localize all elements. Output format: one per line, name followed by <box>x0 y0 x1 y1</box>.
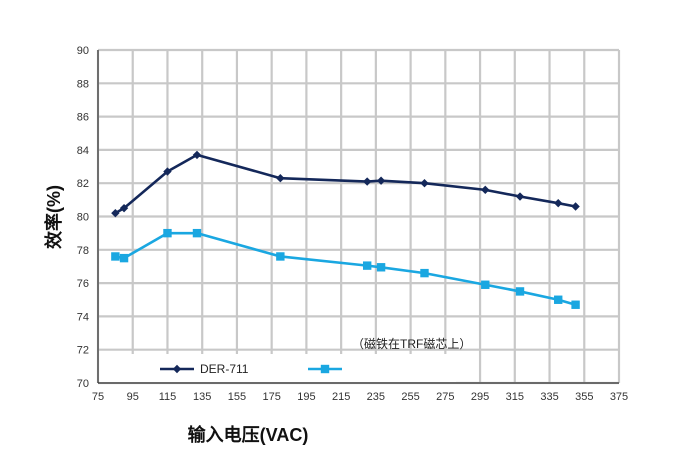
series-line <box>115 231 576 306</box>
data-point <box>192 228 202 238</box>
data-point <box>376 176 386 185</box>
data-point <box>119 203 129 213</box>
chart-annotation: （磁铁在TRF磁芯上） <box>352 336 471 351</box>
data-point <box>111 208 120 218</box>
y-tick-label: 84 <box>77 145 89 157</box>
y-tick-label: 82 <box>77 178 89 190</box>
y-tick-label: 78 <box>77 245 89 257</box>
data-point <box>362 177 372 186</box>
x-tick-label: 155 <box>228 391 246 403</box>
x-tick-label: 295 <box>471 391 489 403</box>
data-point <box>276 252 285 261</box>
x-tick-label: 175 <box>262 391 280 403</box>
legend-box <box>100 354 456 382</box>
y-tick-label: 86 <box>77 112 89 124</box>
y-axis-label: 效率(%) <box>43 185 64 249</box>
legend-swatch-marker <box>320 364 330 374</box>
data-point <box>571 202 580 211</box>
data-point <box>192 150 202 160</box>
data-point <box>420 179 429 188</box>
data-point <box>554 198 563 208</box>
data-point <box>481 280 490 289</box>
data-point <box>554 295 563 304</box>
x-tick-label: 255 <box>401 391 419 403</box>
series-group <box>111 150 580 309</box>
x-tick-label: 355 <box>575 391 593 403</box>
legend-swatch-marker <box>172 364 182 374</box>
data-point <box>481 185 490 195</box>
data-point <box>111 252 120 261</box>
data-point <box>163 228 172 238</box>
data-point <box>163 167 172 176</box>
y-tick-label: 80 <box>77 212 89 224</box>
x-tick-label: 315 <box>506 391 524 403</box>
data-point <box>276 174 285 183</box>
data-point <box>119 253 129 263</box>
series-1 <box>111 150 580 218</box>
legend: DER-711 <box>100 354 456 382</box>
x-tick-label: 335 <box>540 391 558 403</box>
x-tick-label: 275 <box>436 391 454 403</box>
axis-ticks: 75 95 115 135 155 175 195 215 235 255 275 295 315 335… <box>77 45 628 403</box>
x-tick-label: 215 <box>332 391 350 403</box>
grid <box>96 48 621 385</box>
y-tick-label: 74 <box>77 311 89 323</box>
x-axis-label: 输入电压(VAC) <box>188 424 309 445</box>
series-line <box>114 153 576 215</box>
y-tick-label: 76 <box>77 278 89 290</box>
x-tick-label: 75 <box>92 391 104 403</box>
data-point <box>515 192 525 201</box>
data-point <box>515 287 525 296</box>
data-point <box>362 261 372 270</box>
x-tick-label: 115 <box>159 391 177 403</box>
y-tick-label: 70 <box>77 378 89 390</box>
data-point <box>376 263 386 272</box>
x-tick-label: 375 <box>610 391 628 403</box>
series-2 <box>111 228 580 309</box>
data-point <box>571 300 580 309</box>
y-tick-label: 72 <box>77 345 89 357</box>
y-tick-label: 88 <box>77 78 89 90</box>
x-tick-label: 195 <box>297 391 315 403</box>
x-tick-label: 135 <box>193 391 211 403</box>
x-tick-label: 235 <box>367 391 385 403</box>
data-point <box>420 268 429 278</box>
legend-label: DER-711 <box>200 362 249 376</box>
y-tick-label: 90 <box>77 45 89 57</box>
x-tick-label: 95 <box>127 391 139 403</box>
